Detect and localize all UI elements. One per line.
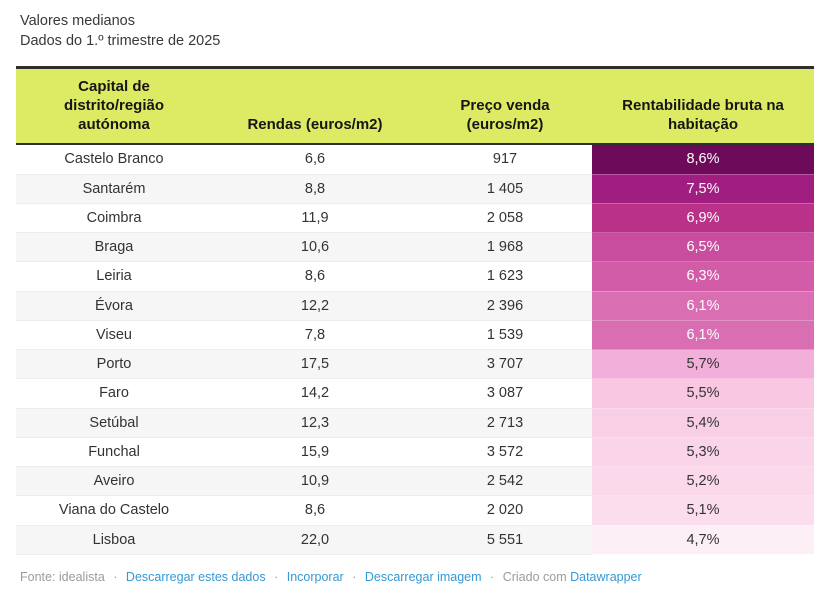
table-row: Leiria 8,6 1 623 6,3% [16, 261, 814, 292]
rentabilidade-heatmap-cell: 6,9% [592, 203, 814, 234]
preco-cell: 5 551 [418, 525, 592, 555]
table-row: Aveiro 10,9 2 542 5,2% [16, 466, 814, 497]
table-row: Lisboa 22,0 5 551 4,7% [16, 525, 814, 555]
rentabilidade-heatmap-cell: 5,2% [592, 466, 814, 497]
table-row: Setúbal 12,3 2 713 5,4% [16, 408, 814, 438]
col-header-rendas: Rendas (euros/m2) [212, 66, 418, 146]
col-header-capital: Capital de distrito/região autónoma [16, 66, 212, 146]
renda-cell: 8,8 [212, 174, 418, 204]
preco-cell: 2 396 [418, 291, 592, 321]
capital-cell: Funchal [16, 437, 212, 468]
rentabilidade-heatmap-cell: 6,1% [592, 320, 814, 351]
capital-cell: Castelo Branco [16, 144, 212, 175]
capital-cell: Viana do Castelo [16, 495, 212, 526]
preco-cell: 2 542 [418, 466, 592, 497]
col-header-rentabilidade: Rentabilidade bruta na habitação [592, 66, 814, 146]
capital-cell: Évora [16, 291, 212, 321]
header-row: Capital de distrito/região autónoma Rend… [16, 66, 814, 146]
chart-subtitle: Dados do 1.º trimestre de 2025 [20, 33, 221, 50]
table-row: Castelo Branco 6,6 917 8,6% [16, 144, 814, 175]
rentabilidade-heatmap-cell: 5,7% [592, 349, 814, 380]
chart-intro: Valores medianos Dados do 1.º trimestre … [20, 11, 220, 52]
preco-cell: 917 [418, 144, 592, 175]
table-row: Porto 17,5 3 707 5,7% [16, 349, 814, 380]
table-row: Faro 14,2 3 087 5,5% [16, 378, 814, 409]
table-row: Santarém 8,8 1 405 7,5% [16, 174, 814, 204]
download-data-link[interactable]: Descarregar estes dados [125, 570, 266, 584]
renda-cell: 17,5 [212, 349, 418, 380]
footer-separator: · [352, 570, 357, 584]
capital-cell: Santarém [16, 174, 212, 204]
renda-cell: 10,9 [212, 466, 418, 497]
chart-title: Valores medianos [20, 13, 135, 29]
footer: Fonte: idealista · Descarregar estes dad… [20, 570, 810, 584]
renda-cell: 6,6 [212, 144, 418, 175]
preco-cell: 3 572 [418, 437, 592, 468]
rentabilidade-heatmap-cell: 7,5% [592, 174, 814, 204]
table-row: Évora 12,2 2 396 6,1% [16, 291, 814, 321]
embed-link[interactable]: Incorporar [286, 570, 344, 584]
rentabilidade-heatmap-cell: 4,7% [592, 525, 814, 555]
renda-cell: 8,6 [212, 261, 418, 292]
download-image-link[interactable]: Descarregar imagem [364, 570, 482, 584]
renda-cell: 7,8 [212, 320, 418, 351]
data-table: Capital de distrito/região autónoma Rend… [16, 66, 814, 555]
renda-cell: 8,6 [212, 495, 418, 526]
rentabilidade-heatmap-cell: 5,4% [592, 408, 814, 438]
capital-cell: Setúbal [16, 408, 212, 438]
created-with-label: Criado com [502, 570, 567, 584]
footer-separator: · [113, 570, 118, 584]
rentabilidade-heatmap-cell: 5,3% [592, 437, 814, 468]
renda-cell: 12,3 [212, 408, 418, 438]
table-row: Funchal 15,9 3 572 5,3% [16, 437, 814, 468]
preco-cell: 2 058 [418, 203, 592, 234]
capital-cell: Braga [16, 232, 212, 263]
table-row: Viana do Castelo 8,6 2 020 5,1% [16, 495, 814, 526]
datawrapper-link[interactable]: Datawrapper [570, 570, 642, 584]
renda-cell: 22,0 [212, 525, 418, 555]
table-row: Coimbra 11,9 2 058 6,9% [16, 203, 814, 234]
preco-cell: 3 087 [418, 378, 592, 409]
capital-cell: Aveiro [16, 466, 212, 497]
capital-cell: Faro [16, 378, 212, 409]
preco-cell: 1 623 [418, 261, 592, 292]
preco-cell: 2 020 [418, 495, 592, 526]
source-label: Fonte: idealista [20, 570, 105, 584]
footer-separator: · [274, 570, 279, 584]
rentabilidade-heatmap-cell: 6,5% [592, 232, 814, 263]
col-header-preco-venda: Preço venda (euros/m2) [418, 66, 592, 146]
capital-cell: Leiria [16, 261, 212, 292]
capital-cell: Porto [16, 349, 212, 380]
rentabilidade-heatmap-cell: 5,1% [592, 495, 814, 526]
rentabilidade-heatmap-cell: 6,1% [592, 291, 814, 321]
preco-cell: 1 405 [418, 174, 592, 204]
capital-cell: Coimbra [16, 203, 212, 234]
renda-cell: 14,2 [212, 378, 418, 409]
capital-cell: Viseu [16, 320, 212, 351]
capital-cell: Lisboa [16, 525, 212, 555]
preco-cell: 1 968 [418, 232, 592, 263]
preco-cell: 2 713 [418, 408, 592, 438]
preco-cell: 1 539 [418, 320, 592, 351]
renda-cell: 12,2 [212, 291, 418, 321]
table-row: Viseu 7,8 1 539 6,1% [16, 320, 814, 351]
table-row: Braga 10,6 1 968 6,5% [16, 232, 814, 263]
footer-separator: · [490, 570, 495, 584]
renda-cell: 10,6 [212, 232, 418, 263]
data-table-container: Capital de distrito/região autónoma Rend… [16, 66, 814, 555]
preco-cell: 3 707 [418, 349, 592, 380]
rentabilidade-heatmap-cell: 6,3% [592, 261, 814, 292]
rentabilidade-heatmap-cell: 5,5% [592, 378, 814, 409]
rentabilidade-heatmap-cell: 8,6% [592, 144, 814, 175]
renda-cell: 11,9 [212, 203, 418, 234]
renda-cell: 15,9 [212, 437, 418, 468]
